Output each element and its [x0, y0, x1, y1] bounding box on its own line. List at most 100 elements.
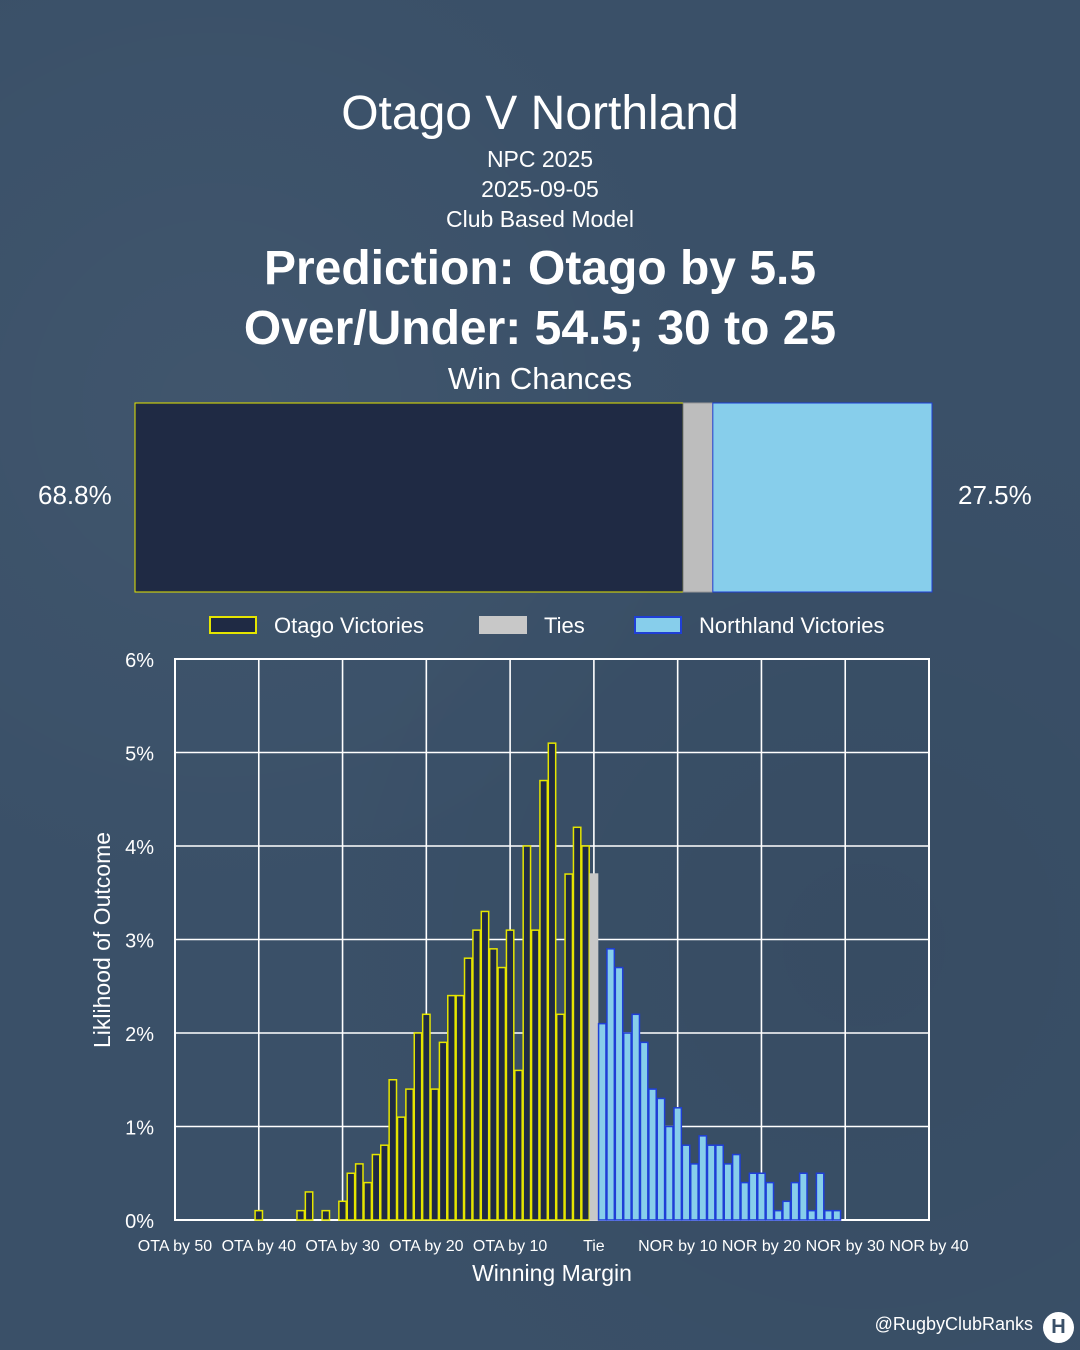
- bar-northland-victories: [622, 1032, 632, 1221]
- x-tick-label: OTA by 30: [305, 1238, 380, 1255]
- bar-otago-victories: [388, 1079, 398, 1221]
- bar-otago-victories: [539, 779, 549, 1221]
- bar-northland-victories: [723, 1163, 733, 1221]
- bar-otago-victories: [338, 1200, 347, 1221]
- bar-otago-victories: [354, 1163, 364, 1221]
- tie-segment: [682, 402, 714, 593]
- bar-northland-victories: [606, 948, 616, 1221]
- legend-swatch: [209, 616, 257, 634]
- bar-otago-victories: [480, 910, 490, 1221]
- bar-otago-victories: [421, 1013, 431, 1221]
- bar-northland-victories: [740, 1181, 750, 1221]
- bar-otago-victories: [547, 742, 557, 1221]
- y-tick-label: 1%: [125, 1118, 154, 1140]
- bar-otago-victories: [555, 1013, 565, 1221]
- bar-ties: [589, 873, 599, 1221]
- legend: Otago Victories Ties Northland Victories: [209, 613, 884, 638]
- competition-label: NPC 2025: [486, 146, 594, 172]
- bar-otago-victories: [413, 1032, 423, 1221]
- bar-otago-victories: [371, 1153, 381, 1221]
- bar-northland-victories: [765, 1181, 775, 1221]
- bar-otago-victories: [472, 929, 482, 1221]
- bar-northland-victories: [815, 1172, 825, 1221]
- bar-northland-victories: [824, 1209, 833, 1221]
- bar-northland-victories: [773, 1209, 783, 1221]
- y-tick-label: 4%: [125, 837, 154, 859]
- bar-northland-victories: [798, 1172, 808, 1221]
- bar-northland-victories: [639, 1041, 649, 1221]
- y-tick-label: 2%: [125, 1024, 154, 1046]
- bar-northland-victories: [715, 1144, 724, 1221]
- legend-label: Ties: [544, 613, 585, 638]
- bar-northland-victories: [698, 1135, 708, 1221]
- bar-northland-victories: [782, 1200, 792, 1221]
- x-tick-label: OTA by 10: [473, 1238, 548, 1255]
- bar-northland-victories: [731, 1153, 741, 1221]
- bar-otago-victories: [505, 929, 515, 1221]
- bar-otago-victories: [430, 1088, 440, 1221]
- bar-otago-victories: [380, 1144, 389, 1221]
- y-tick-label: 5%: [125, 744, 154, 766]
- bar-otago-victories: [572, 826, 582, 1221]
- bar-otago-victories: [296, 1209, 306, 1221]
- bar-northland-victories: [631, 1013, 641, 1221]
- bar-northland-victories: [757, 1172, 766, 1221]
- bar-northland-victories: [648, 1088, 657, 1221]
- match-title: Otago V Northland: [341, 87, 739, 140]
- histogram-plot: 0% 1% 2% 3% 4% 5% 6% OTA by 50 OTA by 40 OTA by 3…: [125, 650, 969, 1255]
- twitter-handle: @RugbyClubRanks: [874, 1314, 1033, 1334]
- win-chances-title: Win Chances: [447, 361, 633, 396]
- y-tick-label: 0%: [125, 1211, 154, 1233]
- x-tick-label: NOR by 30: [806, 1238, 885, 1255]
- x-tick-label: NOR by 10: [638, 1238, 717, 1255]
- bar-northland-victories: [664, 1125, 674, 1221]
- x-axis-label: Winning Margin: [472, 1260, 632, 1286]
- bar-otago-victories: [363, 1181, 373, 1221]
- bar-otago-victories: [463, 957, 473, 1221]
- legend-label: Northland Victories: [699, 613, 884, 638]
- y-axis-label: Liklihood of Outcome: [89, 832, 115, 1048]
- bar-northland-victories: [748, 1172, 758, 1221]
- bar-northland-victories: [706, 1144, 716, 1221]
- y-tick-label: 3%: [125, 931, 154, 953]
- bar-otago-victories: [396, 1116, 406, 1221]
- bar-otago-victories: [497, 966, 507, 1221]
- otago-win-segment: [134, 402, 684, 593]
- bar-otago-victories: [304, 1191, 314, 1221]
- bar-otago-victories: [488, 948, 498, 1221]
- legend-label: Otago Victories: [274, 613, 424, 638]
- model-label: Club Based Model: [446, 206, 634, 232]
- bar-otago-victories: [447, 994, 456, 1221]
- bar-northland-victories: [673, 1107, 683, 1221]
- win-chances-bar: [134, 402, 933, 593]
- bar-otago-victories: [581, 845, 590, 1221]
- bar-otago-victories: [530, 929, 540, 1221]
- bar-otago-victories: [346, 1172, 356, 1221]
- y-tick-label: 6%: [125, 650, 154, 672]
- bar-northland-victories: [681, 1144, 691, 1221]
- x-tick-label: NOR by 40: [889, 1238, 968, 1255]
- legend-swatch: [634, 616, 682, 634]
- match-date: 2025-09-05: [481, 176, 599, 202]
- over-under-text: Over/Under: 54.5; 30 to 25: [243, 302, 837, 355]
- bar-northland-victories: [614, 966, 624, 1221]
- legend-swatch: [479, 616, 527, 634]
- x-tick-label: OTA by 20: [389, 1238, 464, 1255]
- bar-northland-victories: [832, 1209, 842, 1221]
- northland-win-segment: [712, 402, 933, 593]
- bar-otago-victories: [321, 1209, 331, 1221]
- northland-win-pct: 27.5%: [958, 480, 1032, 510]
- bar-otago-victories: [564, 873, 574, 1221]
- x-tick-label: NOR by 20: [722, 1238, 801, 1255]
- brand-logo: H: [1043, 1312, 1074, 1343]
- bar-northland-victories: [689, 1163, 699, 1221]
- bar-otago-victories: [405, 1088, 415, 1221]
- x-tick-label: OTA by 50: [138, 1238, 213, 1255]
- prediction-text: Prediction: Otago by 5.5: [263, 242, 817, 295]
- otago-win-pct: 68.8%: [38, 480, 112, 510]
- bar-northland-victories: [597, 1022, 607, 1221]
- bar-northland-victories: [807, 1209, 817, 1221]
- x-tick-label: OTA by 40: [222, 1238, 297, 1255]
